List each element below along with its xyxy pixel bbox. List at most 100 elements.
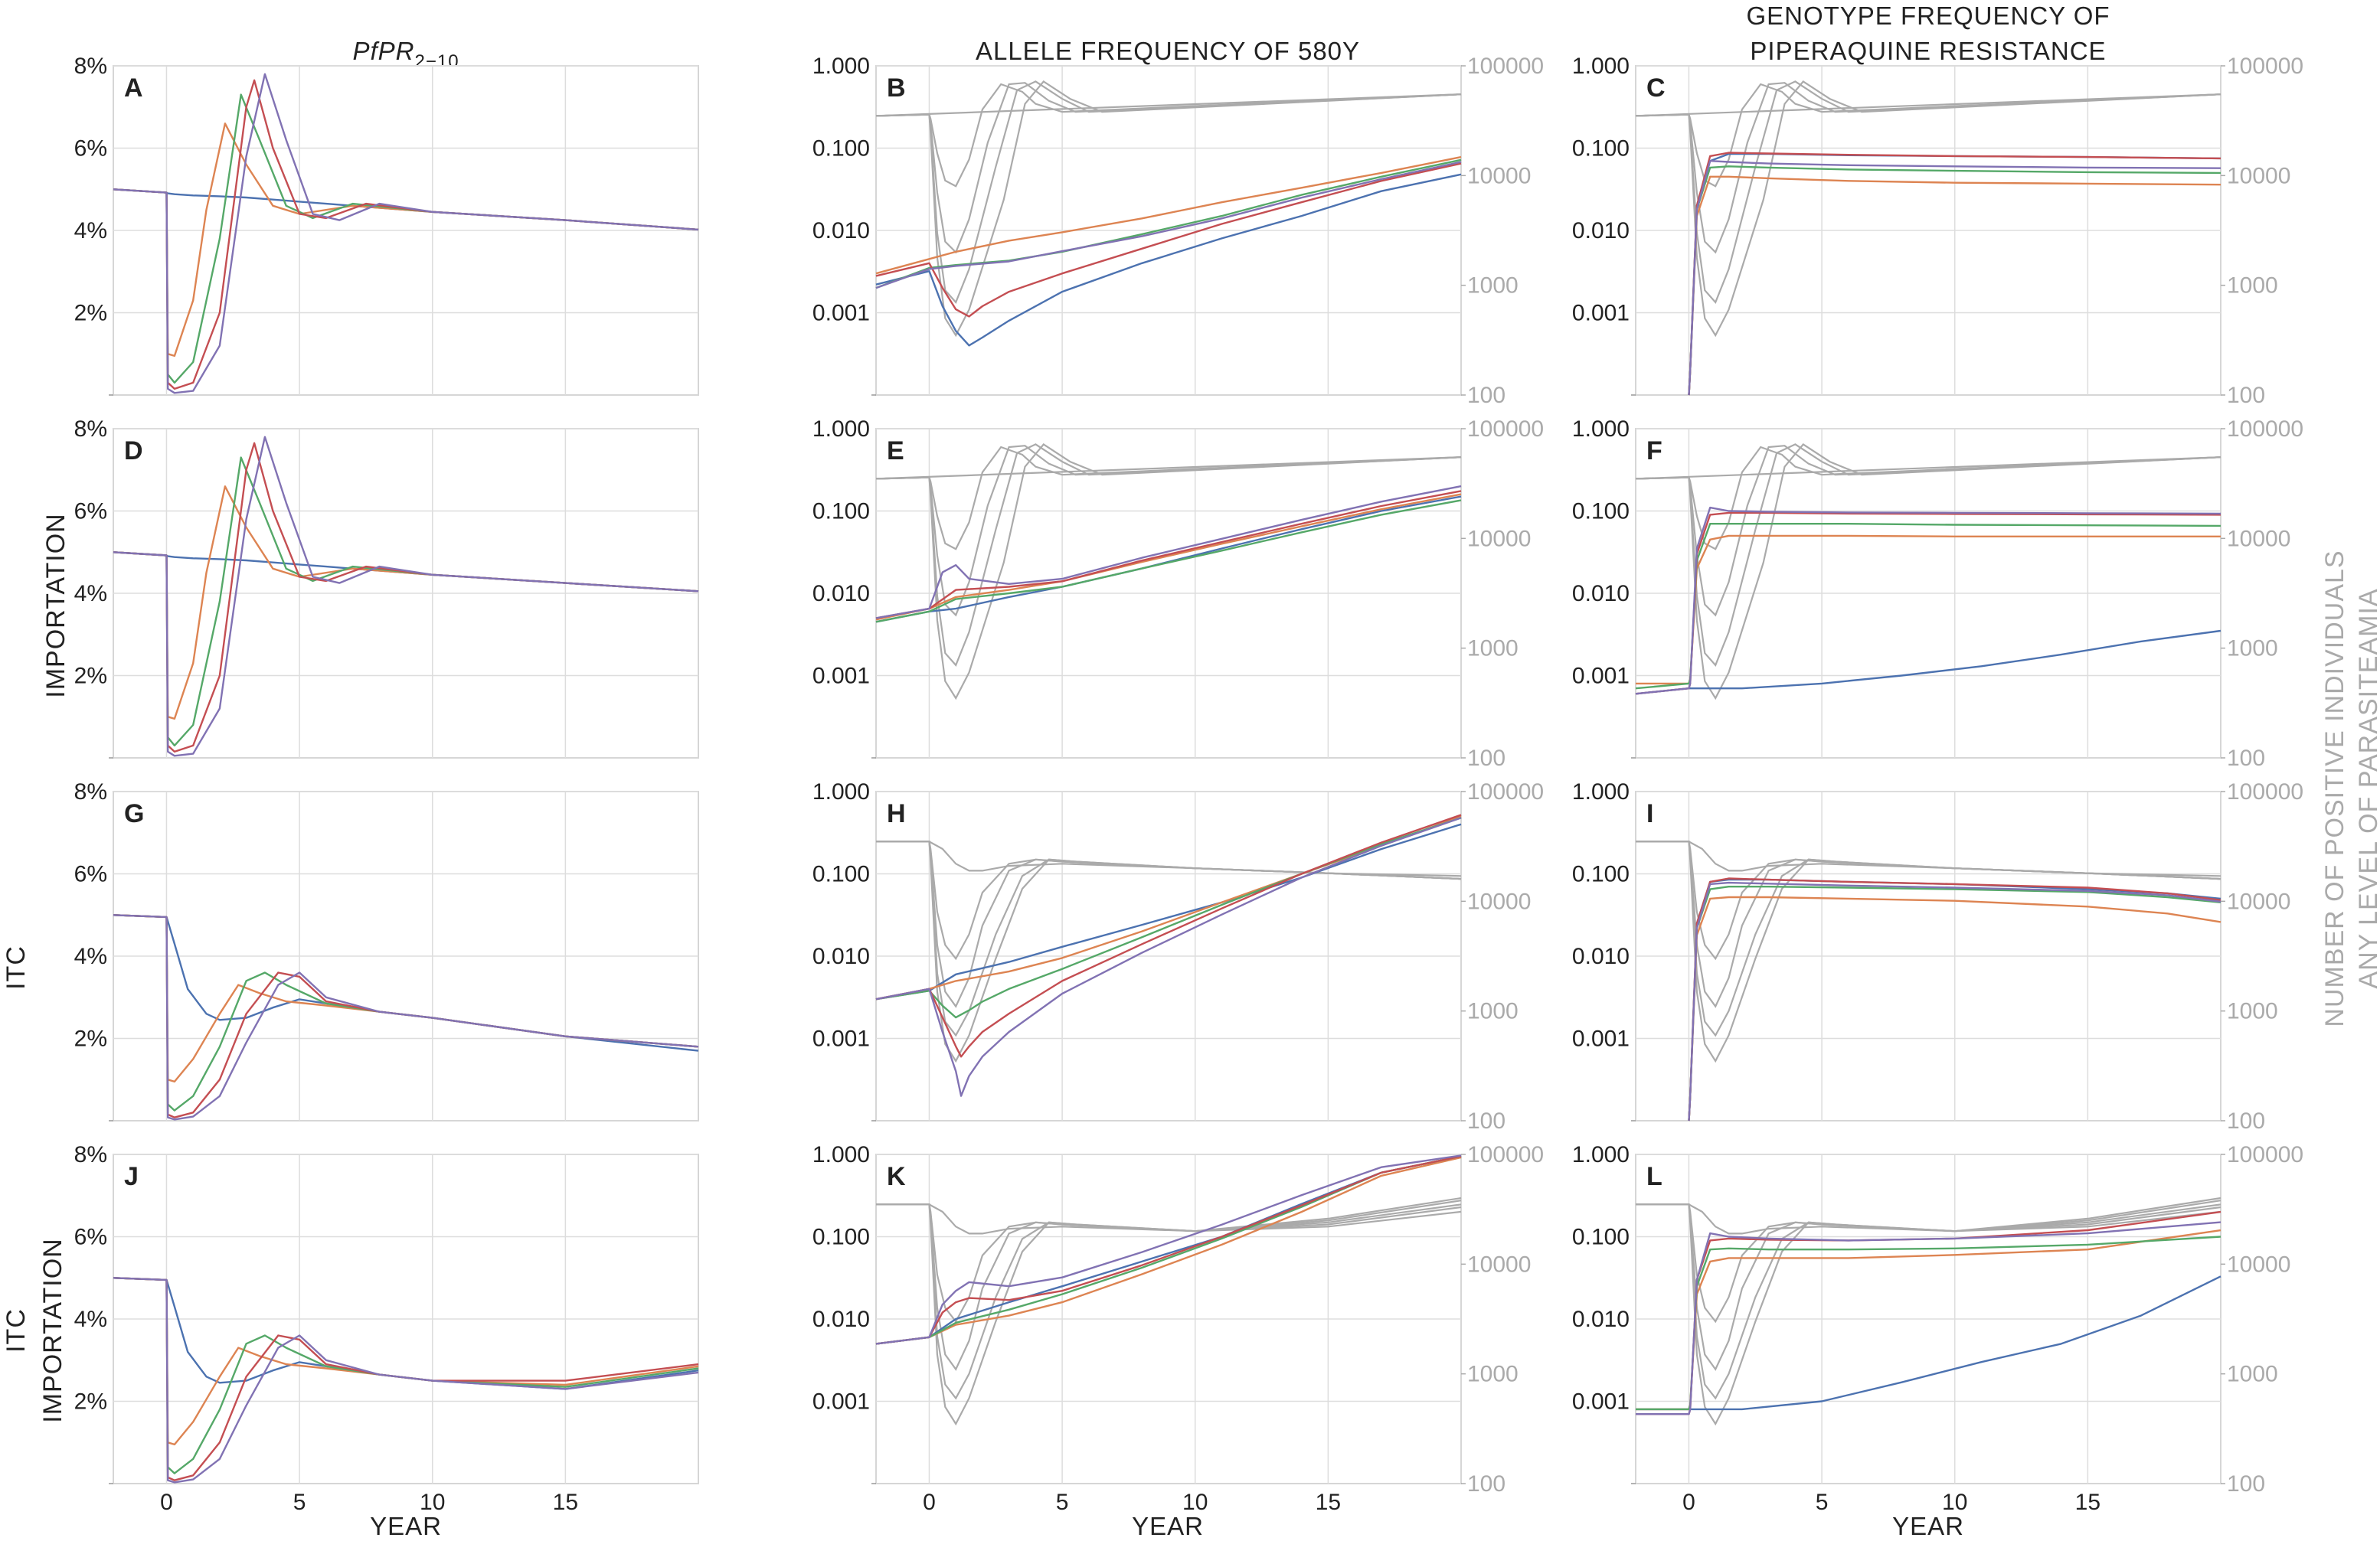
x-tick-label: 10	[1942, 1490, 1967, 1515]
y-tick-label: 6%	[74, 136, 107, 162]
column-title-genotype-line2: PIPERAQUINE RESISTANCE	[1750, 37, 2106, 65]
series-line	[875, 161, 1462, 289]
y-tick-label: 0.001	[812, 664, 870, 689]
row-label-importation: IMPORTATION	[41, 513, 70, 697]
series-line	[875, 823, 1462, 1001]
count-tick-label: 100	[2227, 1471, 2265, 1497]
series-line	[875, 499, 1462, 623]
panel-E: 0.001 0.010 0.100 1.000 100 1000 10000 100000 E	[812, 416, 1544, 771]
y-tick-label: 1.000	[812, 416, 870, 442]
count-line	[1635, 442, 2221, 700]
y-tick-label: 4%	[74, 581, 107, 606]
count-tick-label: 1000	[1467, 1362, 1519, 1387]
row-label-importation-2: IMPORTATION	[38, 1238, 67, 1422]
y-tick-label: 0.100	[812, 136, 870, 162]
count-tick-label: 100000	[2227, 779, 2303, 805]
y-tick-label: 1.000	[812, 54, 870, 79]
count-tick-label: 100	[2227, 383, 2265, 408]
series-line	[113, 436, 699, 757]
series-line	[1635, 629, 2221, 695]
series-line	[875, 814, 1462, 1058]
y-tick-label: 0.100	[1572, 136, 1630, 162]
count-line	[1636, 841, 2221, 1063]
panel-letter-D: D	[124, 436, 143, 465]
x-tick-label: 0	[1682, 1490, 1695, 1515]
column-title-allele-frequency: ALLELE FREQUENCY OF 580Y	[976, 37, 1360, 65]
x-axis-label-col3: YEAR	[1892, 1512, 1964, 1540]
y-tick-label: 4%	[74, 218, 107, 243]
column-title-pfpr: PfPR2−10	[352, 37, 459, 72]
count-line	[875, 80, 1462, 338]
y-tick-label: 0.100	[812, 1225, 870, 1250]
panel-letter-E: E	[887, 436, 904, 465]
y-tick-label: 1.000	[1572, 416, 1630, 442]
count-tick-label: 10000	[1467, 889, 1531, 914]
count-tick-label: 1000	[2227, 273, 2278, 299]
x-tick-label: 0	[160, 1490, 173, 1515]
y-tick-label: 0.001	[812, 301, 870, 326]
panel-letter-J: J	[124, 1162, 139, 1191]
y-tick-label: 2%	[74, 301, 107, 326]
panel-I: 0.001 0.010 0.100 1.000 100 1000 10000 100000 I	[1572, 779, 2303, 1134]
panel-A: 2% 4% 6% 8% A	[74, 54, 699, 396]
series-line	[1636, 1221, 2221, 1415]
count-tick-label: 100000	[2227, 416, 2303, 442]
y-tick-label: 4%	[74, 944, 107, 969]
y-tick-label: 2%	[74, 1389, 107, 1415]
y-tick-label: 0.100	[1572, 499, 1630, 524]
y-tick-label: 0.001	[812, 1389, 870, 1415]
x-tick-label: 10	[420, 1490, 445, 1515]
count-tick-label: 1000	[1467, 273, 1519, 299]
column-title-genotype-line1: GENOTYPE FREQUENCY OF	[1746, 2, 2110, 30]
panel-letter-G: G	[124, 799, 144, 828]
count-tick-label: 100	[1467, 1471, 1505, 1497]
y-tick-label: 1.000	[1572, 779, 1630, 805]
series-line	[875, 490, 1462, 619]
count-tick-label: 100	[1467, 383, 1505, 408]
x-tick-label: 15	[2075, 1490, 2100, 1515]
panel-letter-H: H	[887, 799, 906, 828]
row-label-itc-2: ITC	[2, 1308, 31, 1353]
panel-letter-A: A	[124, 73, 143, 103]
y-tick-label: 0.001	[1572, 1389, 1630, 1415]
right-axis-label-line2: ANY LEVEL OF PARASITEAMIA	[2354, 588, 2380, 988]
count-tick-label: 100000	[1467, 1142, 1544, 1167]
y-tick-label: 0.100	[812, 499, 870, 524]
y-tick-label: 0.010	[812, 581, 870, 606]
panel-L: 0 5 10 15 0.001 0.010 0.100 1.000 100 1000 10000 10…	[1572, 1142, 2303, 1515]
count-line	[876, 841, 1462, 1063]
count-line	[875, 442, 1462, 700]
right-axis-label-line1: NUMBER OF POSITIVE INDIVIDUALS	[2320, 550, 2349, 1027]
count-tick-label: 10000	[2227, 526, 2290, 551]
panel-B: 0.001 0.010 0.100 1.000 100 1000 10000 100000 B	[812, 54, 1544, 408]
count-tick-label: 100	[1467, 746, 1505, 771]
y-tick-label: 2%	[74, 664, 107, 689]
series-line	[113, 73, 699, 394]
y-tick-label: 0.010	[1572, 581, 1630, 606]
y-tick-label: 0.010	[1572, 944, 1630, 969]
y-tick-label: 4%	[74, 1307, 107, 1332]
panels-group: 2%4%6%8%A0.0010.0100.1001.00010010001000…	[74, 54, 2303, 1515]
x-tick-label: 5	[293, 1490, 306, 1515]
count-tick-label: 100000	[2227, 1142, 2303, 1167]
count-tick-label: 1000	[2227, 1362, 2278, 1387]
count-line	[1636, 1203, 2221, 1426]
series-line	[875, 1154, 1462, 1345]
count-tick-label: 10000	[1467, 1252, 1531, 1277]
series-line	[875, 485, 1462, 619]
y-tick-label: 0.010	[812, 944, 870, 969]
y-tick-label: 0.010	[1572, 218, 1630, 243]
y-tick-label: 0.010	[812, 1307, 870, 1332]
y-tick-label: 1.000	[812, 1142, 870, 1167]
y-tick-label: 8%	[74, 54, 107, 79]
count-tick-label: 100000	[1467, 54, 1544, 79]
panel-letter-C: C	[1646, 73, 1666, 103]
series-line	[1688, 881, 2221, 1121]
count-tick-label: 1000	[1467, 999, 1519, 1024]
y-tick-label: 0.001	[812, 1027, 870, 1052]
count-tick-label: 10000	[2227, 889, 2290, 914]
y-tick-label: 0.001	[1572, 1027, 1630, 1052]
x-tick-label: 10	[1182, 1490, 1208, 1515]
y-tick-label: 6%	[74, 499, 107, 524]
